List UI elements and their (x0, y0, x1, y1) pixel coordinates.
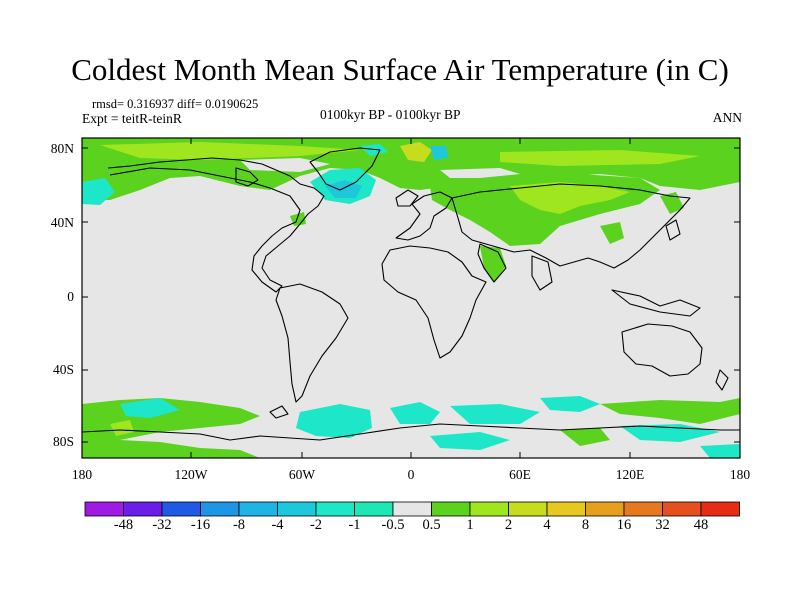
colorbar-swatch (469, 501, 509, 517)
colorbar-swatch (84, 501, 124, 517)
colorbar-swatch (315, 501, 355, 517)
lon-label-120e: 120E (615, 467, 645, 482)
colorbar-swatch (431, 501, 471, 517)
lon-label-60e: 60E (509, 467, 531, 482)
season-label: ANN (712, 110, 742, 125)
colorbar-label: -8 (232, 517, 246, 533)
lon-label-0: 0 (407, 467, 415, 482)
plot-title: Coldest Month Mean Surface Air Temperatu… (71, 52, 729, 87)
lon-label-180e: 180 (729, 467, 751, 482)
colorbar-swatch (354, 501, 394, 517)
colorbar-swatch (623, 501, 663, 517)
lat-label-80n: 80N (50, 141, 74, 156)
colorbar-swatch (546, 501, 586, 517)
colorbar-swatch (392, 501, 432, 517)
experiment-label: Expt = teitR-teinR (82, 111, 182, 126)
colorbar-swatch (277, 501, 317, 517)
colorbar-label: 2 (504, 517, 513, 533)
coastlines (82, 147, 740, 441)
colorbar-label: -0.5 (381, 517, 405, 533)
colorbar-swatch (585, 501, 625, 517)
colorbar-label: -2 (309, 517, 323, 533)
lat-label-40s: 40S (52, 362, 74, 377)
colorbar-swatch (161, 501, 201, 517)
axis-ticks (81, 138, 741, 458)
arctic-anomaly-band (82, 138, 740, 205)
colorbar-label: -16 (190, 517, 211, 533)
stats-text: rmsd= 0.316937 diff= 0.0190625 (92, 97, 259, 111)
lat-label-0: 0 (67, 289, 74, 304)
colorbar-swatch (200, 501, 240, 517)
colorbar-label: 8 (581, 517, 590, 533)
lon-label-60w: 60W (288, 467, 316, 482)
lon-label-180w: 180 (71, 467, 93, 482)
colorbar-label: -32 (152, 517, 172, 533)
southern-anomaly-band (82, 396, 740, 458)
colorbar-label: -48 (113, 517, 134, 533)
colorbar-label: -1 (348, 517, 361, 533)
colorbar-swatch (700, 501, 740, 517)
colorbar-label: 0.5 (422, 517, 441, 533)
lat-label-80s: 80S (52, 434, 74, 449)
colorbar-label: -4 (271, 517, 284, 533)
period-label: 0100kyr BP - 0100kyr BP (320, 107, 461, 122)
colorbar-label: 48 (693, 517, 709, 533)
colorbar-label: 4 (543, 517, 551, 533)
colorbar-label: 16 (616, 517, 632, 533)
colorbar-swatch (662, 501, 702, 517)
colorbar-swatch (238, 501, 278, 517)
colorbar-swatch (123, 501, 163, 517)
colorbar-label: 1 (466, 517, 474, 533)
lon-label-120w: 120W (174, 467, 208, 482)
colorbar-label: 32 (655, 517, 670, 533)
colorbar-swatch (508, 501, 548, 517)
asia-anomaly (290, 174, 684, 282)
lat-label-40n: 40N (50, 215, 74, 230)
